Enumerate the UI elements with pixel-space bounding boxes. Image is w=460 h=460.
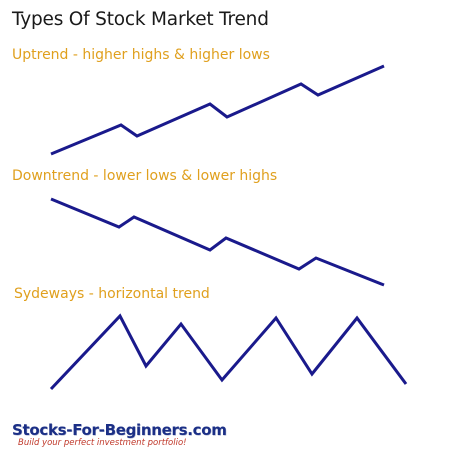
- diagram-title: Types Of Stock Market Trend: [12, 9, 269, 30]
- downtrend-line: [50, 197, 385, 287]
- uptrend-line: [50, 64, 385, 156]
- logo-tagline: Build your perfect investment portfolio!: [18, 438, 187, 448]
- logo-name: Stocks-For-Beginners.com: [12, 421, 227, 439]
- site-logo: Stocks-For-Beginners.com Build your perf…: [12, 422, 227, 448]
- sideways-line: [49, 313, 408, 391]
- sideways-caption: Sydeways - horizontal trend: [14, 286, 210, 302]
- downtrend-caption: Downtrend - lower lows & lower highs: [12, 168, 278, 184]
- uptrend-caption: Uptrend - higher highs & higher lows: [12, 47, 270, 63]
